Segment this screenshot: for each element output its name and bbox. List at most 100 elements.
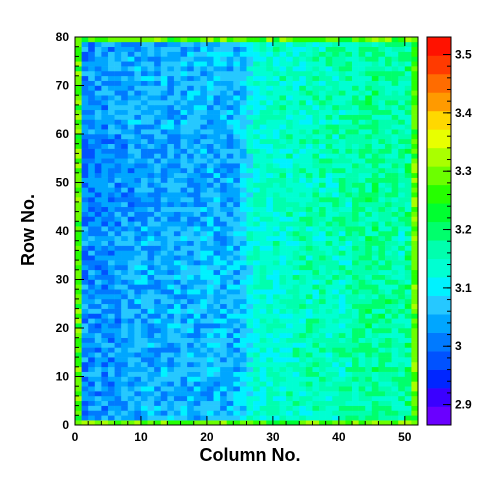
heatmap-cell (81, 153, 89, 159)
heatmap-cell (200, 221, 208, 227)
heatmap-cell (154, 163, 162, 169)
heatmap-cell (94, 395, 102, 402)
heatmap-cell (391, 318, 399, 324)
heatmap-cell (94, 143, 102, 149)
heatmap-cell (292, 177, 300, 183)
heatmap-cell (404, 61, 412, 67)
heatmap-cell (140, 332, 148, 338)
heatmap-cell (226, 405, 234, 411)
heatmap-cell (272, 391, 280, 397)
heatmap-cell (352, 119, 359, 125)
heatmap-cell (286, 342, 293, 348)
heatmap-cell (233, 163, 241, 169)
heatmap-cell (319, 158, 326, 164)
heatmap-cell (94, 415, 102, 421)
heatmap-cell (114, 410, 122, 416)
heatmap-cell (81, 70, 89, 77)
heatmap-cell (140, 313, 148, 319)
heatmap-cell (292, 313, 300, 319)
heatmap-cell (246, 70, 254, 77)
heatmap-cell (88, 366, 96, 372)
heatmap-cell (134, 41, 142, 47)
heatmap-cell (279, 391, 287, 397)
heatmap-cell (147, 216, 155, 222)
heatmap-cell (121, 37, 129, 43)
heatmap-cell (325, 255, 333, 261)
heatmap-cell (173, 289, 181, 295)
heatmap-cell (88, 279, 96, 285)
x-tick-label: 40 (332, 430, 346, 444)
heatmap-cell (411, 182, 419, 188)
heatmap-cell (253, 313, 260, 319)
heatmap-cell (319, 298, 326, 305)
heatmap-cell (75, 235, 82, 241)
heatmap-cell (286, 332, 293, 338)
heatmap-cell (127, 177, 135, 183)
heatmap-cell (246, 167, 254, 174)
heatmap-cell (358, 332, 366, 338)
heatmap-cell (180, 289, 188, 295)
heatmap-cell (385, 376, 392, 382)
heatmap-cell (200, 298, 208, 305)
heatmap-cell (107, 37, 115, 43)
heatmap-cell (286, 289, 293, 295)
heatmap-cell (352, 284, 359, 290)
heatmap-cell (319, 361, 326, 368)
heatmap-cell (266, 124, 274, 130)
heatmap-cell (233, 80, 241, 86)
heatmap-cell (299, 235, 307, 241)
heatmap-cell (259, 143, 267, 149)
heatmap-cell (233, 386, 241, 392)
heatmap-cell (272, 124, 280, 130)
heatmap-cell (358, 143, 366, 149)
heatmap-cell (352, 357, 359, 363)
heatmap-cell (233, 109, 241, 115)
heatmap-cell (398, 129, 406, 135)
heatmap-cell (187, 138, 195, 144)
heatmap-cell (88, 61, 96, 67)
heatmap-cell (378, 187, 386, 193)
heatmap-cell (365, 51, 373, 57)
heatmap-cell (200, 410, 208, 416)
heatmap-cell (180, 129, 188, 135)
heatmap-cell (299, 211, 307, 217)
y-tick-label: 40 (56, 224, 70, 238)
heatmap-cell (259, 250, 267, 256)
heatmap-cell (107, 347, 115, 353)
heatmap-cell (286, 337, 293, 343)
heatmap-cell (312, 95, 320, 101)
color-scale-swatch (427, 184, 451, 204)
heatmap-cell (140, 303, 148, 309)
heatmap-cell (226, 303, 234, 309)
heatmap-cell (213, 376, 221, 382)
heatmap-cell (180, 80, 188, 86)
heatmap-cell (338, 255, 346, 261)
heatmap-cell (312, 61, 320, 67)
heatmap-cell (365, 211, 373, 217)
heatmap-cell (206, 216, 214, 222)
heatmap-cell (94, 226, 102, 232)
heatmap-cell (411, 395, 419, 402)
heatmap-cell (299, 143, 307, 149)
heatmap-cell (325, 226, 333, 232)
heatmap-cell (233, 158, 241, 164)
heatmap-cell (371, 400, 379, 406)
heatmap-cell (286, 148, 293, 154)
heatmap-cell (319, 95, 326, 101)
heatmap-cell (365, 371, 373, 377)
heatmap-cell (272, 163, 280, 169)
heatmap-cell (193, 376, 201, 382)
heatmap-cell (187, 303, 195, 309)
heatmap-cell (385, 119, 392, 125)
heatmap-cell (233, 104, 241, 111)
heatmap-cell (272, 298, 280, 305)
heatmap-cell (345, 298, 353, 305)
heatmap-cell (292, 56, 300, 62)
heatmap-cell (127, 308, 135, 314)
heatmap-cell (107, 245, 115, 251)
heatmap-cell (140, 221, 148, 227)
heatmap-cell (332, 37, 340, 43)
heatmap-cell (167, 269, 175, 275)
heatmap-cell (233, 260, 241, 266)
heatmap-cell (233, 129, 241, 135)
